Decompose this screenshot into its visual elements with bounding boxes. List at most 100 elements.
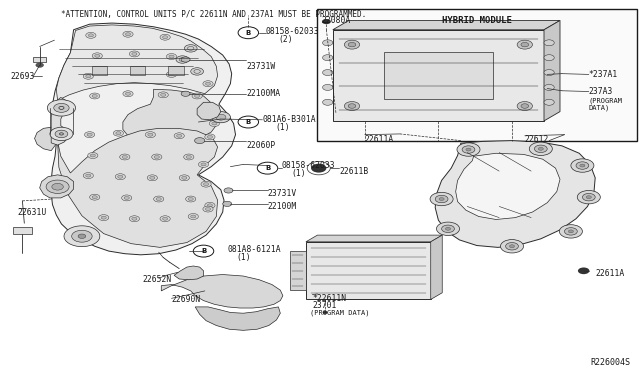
Circle shape [205,202,215,208]
Circle shape [192,93,202,99]
Circle shape [87,133,92,136]
Circle shape [116,132,121,135]
Circle shape [166,71,177,77]
Circle shape [205,134,215,140]
Circle shape [50,127,73,141]
Circle shape [544,40,554,46]
Circle shape [323,84,333,90]
Text: *237A1: *237A1 [589,70,618,79]
Polygon shape [56,25,218,100]
Bar [33,57,46,62]
Text: (PROGRAM: (PROGRAM [589,97,623,104]
Text: *22611N: *22611N [312,294,346,303]
Text: (1): (1) [237,253,252,262]
Circle shape [195,94,200,97]
Circle shape [55,130,68,138]
Circle shape [198,161,209,167]
Circle shape [92,196,97,199]
Circle shape [207,204,212,207]
Circle shape [132,217,137,220]
Circle shape [64,226,100,247]
Circle shape [534,145,547,153]
Circle shape [348,104,356,108]
Circle shape [224,188,233,193]
Text: 22611B: 22611B [339,167,369,176]
Circle shape [521,42,529,47]
Text: 08158-62033: 08158-62033 [282,161,335,170]
Circle shape [186,155,191,158]
Text: HYBRID MODULE: HYBRID MODULE [442,16,512,25]
Circle shape [86,75,91,78]
Circle shape [99,215,109,221]
Circle shape [90,154,95,157]
Text: (PROGRAM DATA): (PROGRAM DATA) [310,310,370,317]
Text: 23701: 23701 [312,301,337,310]
Circle shape [47,100,76,116]
Circle shape [124,196,129,199]
Circle shape [203,206,213,212]
Circle shape [54,103,69,112]
Circle shape [150,176,155,179]
Circle shape [184,45,197,52]
Circle shape [445,227,451,230]
Bar [168,66,184,75]
Circle shape [430,192,453,206]
Circle shape [529,142,552,155]
Circle shape [163,36,168,39]
Circle shape [95,54,100,57]
Circle shape [122,195,132,201]
Polygon shape [544,20,560,121]
Circle shape [323,311,328,314]
Text: 22611A: 22611A [595,269,625,278]
Circle shape [129,51,140,57]
Polygon shape [58,128,218,247]
Circle shape [517,102,532,110]
Circle shape [205,82,211,85]
Circle shape [129,216,140,222]
Text: B: B [265,165,270,171]
Circle shape [174,133,184,139]
Circle shape [72,230,92,242]
Circle shape [544,84,554,90]
Circle shape [132,52,137,55]
Bar [317,9,637,141]
Circle shape [191,215,196,218]
Circle shape [344,102,360,110]
Circle shape [216,114,226,120]
Circle shape [113,130,124,136]
Circle shape [439,198,444,201]
Text: 22611A: 22611A [365,135,394,144]
Circle shape [201,181,211,187]
Polygon shape [51,97,69,145]
Polygon shape [306,235,442,242]
Circle shape [101,216,106,219]
Circle shape [176,56,189,63]
Circle shape [323,55,333,61]
Circle shape [538,147,543,150]
Circle shape [506,243,518,250]
Circle shape [203,81,213,87]
Circle shape [123,31,133,37]
Circle shape [580,164,585,167]
Circle shape [147,175,157,181]
Circle shape [323,40,333,46]
Polygon shape [290,251,306,290]
Circle shape [86,174,91,177]
Circle shape [205,107,215,113]
Circle shape [586,196,591,199]
Polygon shape [456,153,560,219]
Circle shape [195,138,205,144]
Circle shape [188,198,193,201]
Text: 22631U: 22631U [18,208,47,217]
Circle shape [161,93,166,96]
Text: B: B [246,119,251,125]
Polygon shape [333,20,560,30]
Text: 23731V: 23731V [268,189,297,198]
Circle shape [92,53,102,59]
Text: R226004S: R226004S [590,358,630,367]
Circle shape [257,162,278,174]
Text: 22652N: 22652N [142,275,172,284]
Circle shape [84,132,95,138]
Circle shape [436,222,460,235]
Circle shape [544,99,554,105]
